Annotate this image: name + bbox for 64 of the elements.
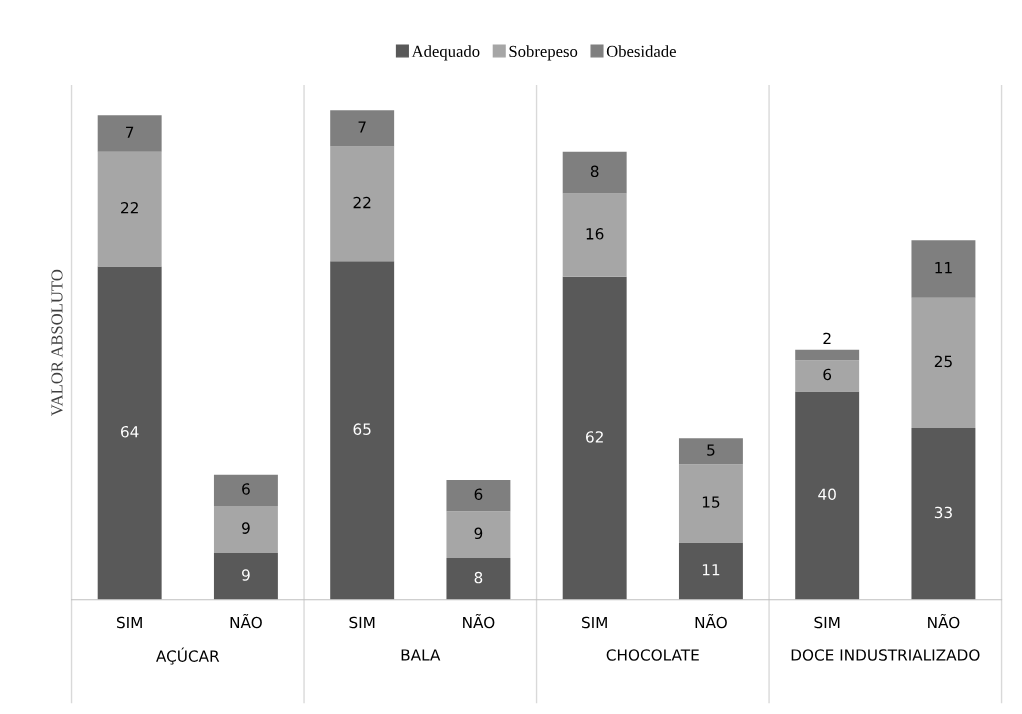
data-label: 8 [474,571,483,584]
data-label: 65 [353,423,371,435]
x-tick-label: NÃO [695,614,727,629]
data-label: 9 [474,527,483,540]
bar [795,360,860,392]
data-label: 5 [707,444,715,456]
bar [562,276,627,600]
data-label: 11 [702,564,720,576]
data-label: 2 [823,332,831,344]
bar [795,391,860,600]
data-label: 64 [121,425,139,438]
bar [562,193,627,277]
bar [678,464,743,543]
bar [678,542,743,600]
data-label: 33 [934,506,952,519]
legend-label: Sobrepeso [509,45,578,61]
bar [446,558,511,600]
bar [97,115,162,152]
data-label: 9 [242,522,250,534]
data-label: 22 [121,202,138,214]
bar [330,146,395,262]
text: DOCE INDUSTRIALIZADO [791,649,980,661]
data-label: 7 [126,126,134,138]
x-tick-label: SIM [349,616,375,629]
bar [911,240,976,298]
bar [795,349,860,361]
data-label: 6 [242,483,250,495]
x-tick-label: SIM [814,616,840,629]
bar [446,479,511,512]
x-tick-label: NÃO [463,614,495,629]
text: AÇÚCAR [156,647,220,665]
data-label: 15 [702,496,720,508]
bar [213,506,278,553]
bar [330,110,395,147]
x-tick-label: SIM [116,616,142,629]
data-label: 6 [474,488,483,501]
y-axis-title: VALOR ABSOLUTO [51,269,63,417]
data-label: 6 [823,368,832,381]
bar [213,552,278,600]
x-tick-label: NÃO [230,614,262,629]
x-tick-label: NÃO [928,614,960,629]
bar [213,474,278,507]
text: CHOCOLATE [606,649,699,661]
data-label: 22 [353,196,371,209]
data-label: 9 [242,569,250,581]
data-label: 7 [358,121,366,133]
bar [330,261,395,600]
bar [97,151,162,267]
text: BALA [401,649,441,661]
legend-label: Adequado [411,45,480,61]
data-label: 25 [934,355,952,368]
data-label: 16 [586,228,604,240]
data-label: 11 [935,262,952,274]
data-label: 8 [590,165,599,178]
bar [562,151,627,194]
bar [678,438,743,465]
data-label: 62 [586,431,603,443]
bar [911,427,976,600]
legend-label: Obesidade [606,45,676,58]
data-label: 40 [818,488,836,501]
x-tick-label: SIM [581,616,607,629]
bar [97,266,162,600]
bar [911,297,976,428]
bar [446,511,511,559]
